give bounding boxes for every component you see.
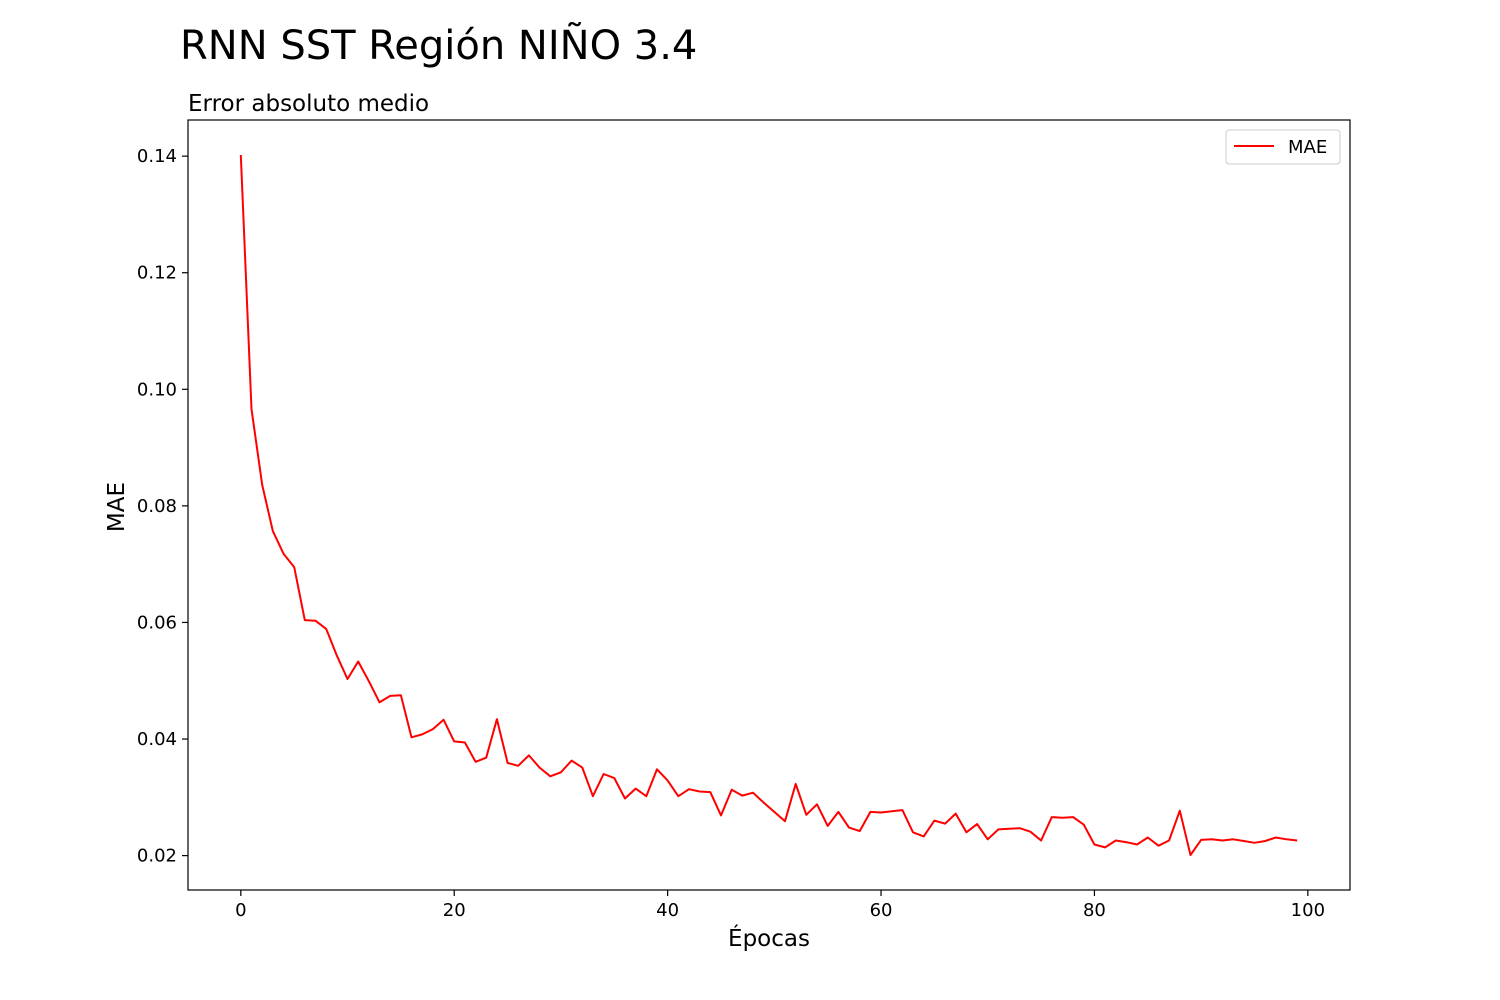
series-layer	[239, 154, 1298, 856]
x-tick-label: 100	[1291, 900, 1325, 921]
x-axis-label: Épocas	[728, 924, 810, 952]
y-tick-label: 0.12	[137, 263, 177, 284]
y-axis-label: MAE	[104, 482, 130, 532]
x-axis-ticks: 0 20 40 60 80 100	[235, 890, 1325, 921]
y-tick-label: 0.02	[137, 846, 177, 867]
y-tick-label: 0.10	[137, 379, 177, 400]
y-tick-label: 0.06	[137, 612, 177, 633]
y-tick-label: 0.08	[137, 496, 177, 517]
legend: MAE	[1225, 129, 1341, 165]
plot-frame	[187, 119, 1351, 891]
y-tick-label: 0.14	[137, 146, 177, 167]
chart-title: Error absoluto medio	[188, 91, 429, 117]
legend-label-mae: MAE	[1288, 137, 1327, 158]
x-tick-label: 20	[443, 900, 466, 921]
legend-box	[1225, 129, 1341, 165]
series-line-mae	[239, 154, 1298, 856]
x-tick-label: 0	[235, 900, 246, 921]
chart-suptitle: RNN SST Región NIÑO 3.4	[180, 21, 697, 69]
y-tick-label: 0.04	[137, 729, 177, 750]
x-tick-label: 40	[656, 900, 679, 921]
y-axis-ticks: 0.02 0.04 0.06 0.08 0.10 0.12 0.14	[137, 146, 188, 867]
plot-area	[188, 120, 1350, 890]
x-tick-label: 80	[1083, 900, 1106, 921]
x-tick-label: 60	[870, 900, 893, 921]
